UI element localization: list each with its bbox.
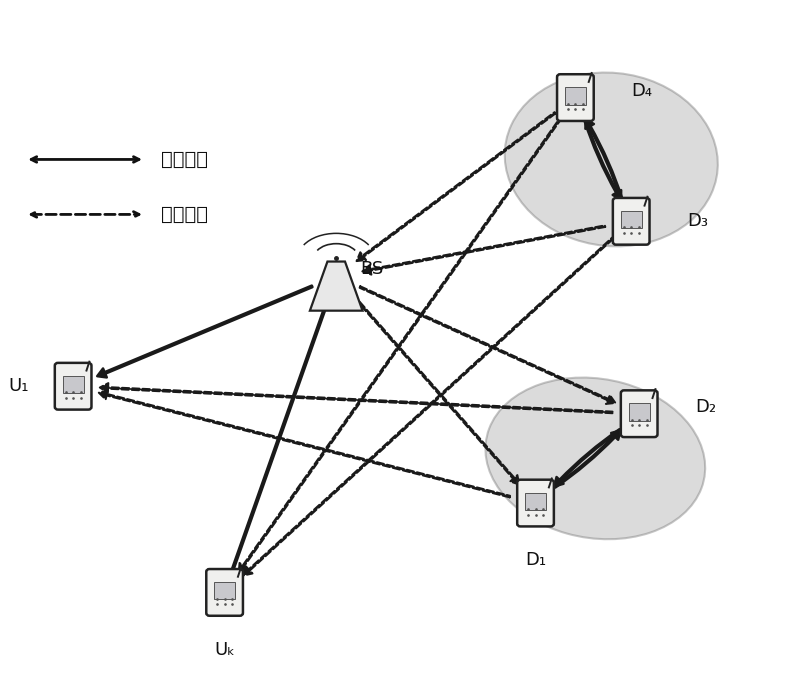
Text: 有用信号: 有用信号: [161, 150, 208, 169]
FancyBboxPatch shape: [613, 198, 650, 245]
Text: D₄: D₄: [631, 81, 652, 100]
Text: 干扰信号: 干扰信号: [161, 205, 208, 224]
Ellipse shape: [505, 72, 718, 246]
FancyArrowPatch shape: [357, 112, 555, 261]
FancyArrowPatch shape: [238, 117, 562, 573]
FancyBboxPatch shape: [206, 569, 243, 615]
FancyBboxPatch shape: [565, 88, 586, 105]
Polygon shape: [310, 262, 362, 310]
FancyBboxPatch shape: [525, 493, 546, 510]
FancyArrowPatch shape: [98, 390, 510, 497]
Ellipse shape: [486, 377, 705, 539]
Text: U₁: U₁: [9, 377, 30, 395]
FancyBboxPatch shape: [55, 363, 91, 410]
FancyBboxPatch shape: [621, 391, 658, 437]
FancyBboxPatch shape: [557, 75, 594, 121]
FancyArrowPatch shape: [586, 119, 622, 199]
FancyArrowPatch shape: [232, 299, 330, 571]
FancyArrowPatch shape: [554, 431, 620, 488]
FancyArrowPatch shape: [98, 286, 313, 377]
Text: Uₖ: Uₖ: [214, 640, 235, 658]
FancyBboxPatch shape: [517, 480, 554, 526]
FancyArrowPatch shape: [554, 429, 621, 486]
FancyBboxPatch shape: [629, 404, 650, 421]
Text: BS: BS: [360, 260, 383, 278]
FancyArrowPatch shape: [584, 119, 621, 199]
FancyArrowPatch shape: [100, 383, 613, 413]
FancyBboxPatch shape: [214, 582, 235, 600]
FancyArrowPatch shape: [359, 286, 615, 404]
FancyArrowPatch shape: [352, 294, 519, 484]
Text: D₁: D₁: [525, 551, 546, 569]
FancyBboxPatch shape: [621, 211, 642, 228]
FancyArrowPatch shape: [362, 226, 606, 275]
Text: D₂: D₂: [695, 398, 716, 416]
Text: D₃: D₃: [687, 213, 708, 230]
FancyArrowPatch shape: [243, 237, 614, 575]
FancyBboxPatch shape: [62, 376, 84, 393]
